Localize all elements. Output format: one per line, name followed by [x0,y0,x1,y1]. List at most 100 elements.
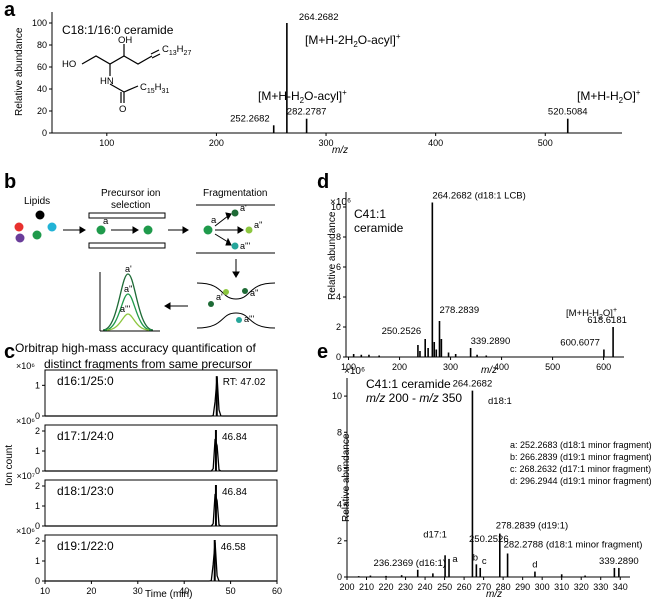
chromatogram-ytick-label: 2 [35,481,40,491]
orbit-ion-1 [223,289,229,295]
e-ytick-label: 2 [337,536,342,546]
panel-e-legend-3: c: 268.2632 (d17:1 minor fragment) [510,464,651,474]
a-peak-label: 282.2787 [287,107,327,118]
e-peak-label: 278.2839 (d19:1) [496,521,568,532]
panel-c-xlabel: Time (min) [145,589,192,600]
panel-a-xlabel: m/z [332,145,348,156]
chromatogram-ytick-label: 0 [35,466,40,476]
panel-a-structure-title: C18:1/16:0 ceramide [62,23,174,37]
chromatogram-rt-label: 46.58 [221,542,246,553]
panel-d-spectrum: Relative abundance m/z ×10⁶ C41:1 cerami… [327,191,627,377]
panel-d-title-1: C41:1 [354,207,386,221]
quad-rod-top [88,212,166,219]
e-ytick-label: 10 [332,391,342,401]
ceramide-structure [81,44,161,103]
d-peak-label: 600.6077 [560,338,600,349]
chromatogram-ytick-label: 0 [35,411,40,421]
peak-label-a2: a'' [124,284,133,294]
e-peak-label: c [482,556,487,567]
chromatogram-xtick-label: 20 [86,586,96,596]
e-xtick-label: 330 [593,582,608,592]
e-xtick-label: 220 [379,582,394,592]
quad-rod-bottom [88,242,166,249]
e-ytick-label: 0 [337,572,342,582]
panel-d-scale: ×10⁶ [330,197,351,208]
chromatogram-xtick-label: 40 [179,586,189,596]
chromatogram-trace [45,493,277,527]
orbit-ion-2-label: a'' [250,288,259,298]
e-xtick-label: 340 [613,582,628,592]
chromatogram-scale: ×10⁶ [16,416,35,426]
panel-letter-e: e [317,341,328,363]
panel-a-annotation-3: [M+H-H2O]+ [577,88,641,105]
arrow-1 [63,226,86,234]
e-peak-label: 264.2682 [453,379,493,390]
panel-c-ylabel: Ion count [4,445,15,486]
chromatogram-trace [45,438,277,472]
panel-e-scale: ×10⁶ [344,366,365,377]
panel-e-legend-4: d: 296.2944 (d19:1 minor fragment) [510,476,652,486]
fragment-a2 [245,226,253,234]
fragment-a3-label: a''' [240,241,250,251]
panel-a-ylabel: Relative abundance [14,27,25,116]
structure-c15: C15H31 [140,82,169,95]
e-peak-label: a [452,554,458,565]
structure-oh: OH [118,35,132,46]
lipid-dot-green [32,230,42,240]
d-xtick-label: 100 [341,362,356,372]
panel-a-annotation-1: [M+H-2H2O-acyl]+ [305,32,401,49]
precursor-ion [96,225,106,235]
panel-e-title: C41:1 ceramide [366,377,451,391]
frag-parent-label: a [211,215,217,226]
chromatogram-rt-label: 46.84 [222,432,247,443]
panel-d-title-2: ceramide [354,221,404,235]
e-ytick-label: 4 [337,500,342,510]
a-ytick-label: 60 [37,62,47,72]
chromatogram-xtick-label: 60 [272,586,282,596]
e-xtick-label: 290 [515,582,530,592]
panel-d-xlabel: m/z [481,365,497,376]
fragment-a1-label: a' [240,203,247,213]
chromatogram-scale: ×10⁷ [16,471,35,481]
ion-a-label: a [103,216,109,227]
panel-d-ylabel: Relative abundance [327,211,338,300]
e-xtick-label: 250 [437,582,452,592]
orbit-ion-2 [242,288,248,294]
orbitrap-top [196,282,276,300]
selected-ion [143,225,153,235]
arrow-3 [168,226,189,234]
schematic-caption-1: Orbitrap high-mass accuracy quantificati… [15,341,256,355]
chromatogram-rt-label: RT: 47.02 [223,377,266,388]
precursor-label-2: selection [111,200,150,211]
orbitrap-bottom [196,312,276,329]
e-peak-label: 282.2788 (d18:1 minor fragment) [504,539,643,550]
d-ytick-label: 8 [336,232,341,242]
chromatogram-trace [45,377,277,417]
e-peak-label: 339.2890 [599,556,639,567]
e-ytick-label: 8 [337,427,342,437]
panel-letter-d: d [317,171,329,193]
a-xtick-label: 500 [538,138,553,148]
d-xtick-label: 600 [596,362,611,372]
d-xtick-label: 500 [545,362,560,372]
chromatogram-ytick-label: 2 [35,426,40,436]
panel-e-spectrum: Relative abundance m/z ×10⁶ C41:1 cerami… [332,366,652,600]
d-ytick-label: 0 [336,352,341,362]
a-xtick-label: 100 [99,138,114,148]
a-xtick-label: 300 [319,138,334,148]
e-xtick-label: 200 [339,582,354,592]
chromatogram-ytick-label: 1 [35,501,40,511]
chromatogram-xtick-label: 50 [226,586,236,596]
e-ytick-label: 6 [337,463,342,473]
a-peak-label: 252.2682 [230,113,270,124]
e-xtick-label: 240 [418,582,433,592]
precursor-label-1: Precursor ion [101,188,160,199]
e-xtick-label: 310 [554,582,569,592]
panel-e-legend-1: a: 252.2683 (d18:1 minor fragment) [510,440,652,450]
d-peak-label: 264.2682 (d18:1 LCB) [432,191,525,202]
lipid-dot-black [35,210,45,220]
d-ytick-label: 10 [331,202,341,212]
fragment-a1 [231,209,239,217]
chromatogram-name: d19:1/22:0 [57,539,114,553]
chromatogram-name: d17:1/24:0 [57,429,114,443]
